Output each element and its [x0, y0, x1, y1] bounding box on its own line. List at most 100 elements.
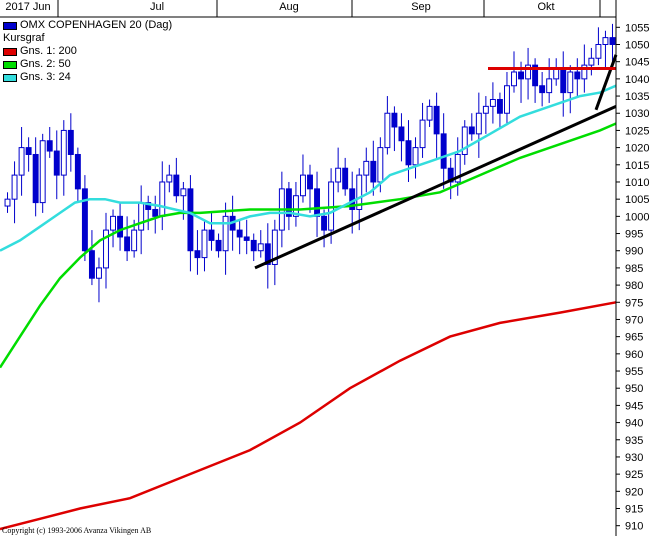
- price-axis-label: 985: [625, 263, 643, 275]
- time-axis-label: Sep: [411, 1, 431, 13]
- candle-body: [307, 174, 313, 190]
- candle-body: [433, 105, 440, 135]
- candle-body: [103, 229, 109, 269]
- candle: [405, 120, 412, 182]
- candle-body: [532, 64, 539, 87]
- legend-item: Kursgraf: [3, 32, 172, 45]
- candle-body: [609, 37, 616, 45]
- candle-body: [482, 105, 489, 114]
- candle-body: [539, 85, 546, 94]
- price-axis-label: 1025: [625, 125, 649, 137]
- candle: [496, 92, 503, 127]
- price-axis-label: 1030: [625, 108, 649, 120]
- legend-item: OMX COPENHAGEN 20 (Dag): [3, 19, 172, 32]
- candle: [588, 47, 595, 76]
- legend: OMX COPENHAGEN 20 (Dag) Kursgraf Gns. 1:…: [3, 19, 172, 84]
- candle-body: [67, 129, 74, 155]
- candle: [321, 209, 328, 248]
- candle: [595, 27, 602, 66]
- candle: [609, 23, 616, 66]
- legend-label: Kursgraf: [3, 32, 45, 44]
- legend-item: Gns. 3: 24: [3, 71, 172, 84]
- candle-body: [159, 181, 166, 217]
- candle-body: [560, 68, 567, 94]
- price-axis-label: 940: [625, 418, 643, 430]
- price-axis-label: 1055: [625, 22, 649, 34]
- trend-line: [254, 104, 617, 270]
- candle-body: [264, 243, 271, 265]
- candle: [475, 92, 482, 158]
- candle-body: [574, 71, 581, 80]
- candle: [67, 113, 74, 172]
- candle: [292, 181, 299, 227]
- price-axis-label: 1040: [625, 74, 649, 86]
- candle-body: [292, 195, 299, 217]
- candle: [166, 164, 173, 193]
- candle-body: [489, 98, 496, 107]
- legend-swatch: [3, 47, 17, 56]
- candle: [412, 137, 419, 179]
- candle-body: [405, 140, 412, 166]
- candle-body: [426, 105, 433, 121]
- candle: [363, 147, 370, 193]
- candle-body: [110, 215, 116, 231]
- candle: [264, 223, 271, 289]
- candle-body: [257, 243, 264, 252]
- candle-body: [145, 202, 152, 210]
- candle: [271, 219, 278, 286]
- candle: [440, 113, 447, 189]
- candle: [60, 120, 67, 196]
- candle: [11, 161, 18, 224]
- legend-label: OMX COPENHAGEN 20 (Dag): [20, 19, 173, 31]
- price-axis-label: 960: [625, 349, 643, 361]
- candle-body: [553, 68, 560, 80]
- price-axis-label: 925: [625, 469, 643, 481]
- candle: [370, 140, 377, 196]
- legend-swatch: [3, 21, 17, 30]
- candle: [384, 96, 391, 155]
- trend-line: [594, 54, 618, 111]
- candle: [88, 230, 95, 286]
- candle: [539, 71, 546, 107]
- candle-body: [96, 267, 102, 279]
- candle-body: [187, 188, 194, 252]
- candle-body: [468, 126, 475, 135]
- legend-label: Gns. 2: 50: [20, 58, 71, 70]
- price-axis-label: 910: [625, 521, 643, 533]
- candle-body: [370, 160, 377, 183]
- price-axis-label: 945: [625, 400, 643, 412]
- price-axis-label: 990: [625, 246, 643, 258]
- candle: [25, 137, 32, 172]
- candle-body: [138, 202, 145, 231]
- candle-body: [117, 215, 124, 238]
- candle: [525, 47, 532, 100]
- price-axis-label: 995: [625, 229, 643, 241]
- candle: [96, 257, 102, 303]
- candle: [110, 209, 116, 248]
- time-axis-label: Okt: [537, 1, 554, 13]
- price-axis-label: 1010: [625, 177, 649, 189]
- candle: [482, 96, 489, 134]
- price-axis-label: 935: [625, 435, 643, 447]
- moving-average-lines: [0, 84, 617, 531]
- candle: [257, 230, 264, 258]
- candle: [468, 113, 475, 141]
- candle-body: [152, 208, 159, 217]
- trend-lines: [254, 54, 618, 270]
- candle-body: [74, 153, 81, 190]
- candle-body: [363, 160, 370, 176]
- candle: [74, 147, 81, 203]
- candle-body: [271, 229, 278, 265]
- candle-body: [215, 239, 222, 252]
- candle: [159, 161, 166, 231]
- candle-body: [419, 119, 426, 149]
- candle: [602, 30, 609, 69]
- candle: [250, 233, 257, 262]
- candle: [567, 65, 574, 114]
- candle: [18, 126, 25, 196]
- candle: [201, 219, 208, 272]
- candle-body: [384, 112, 391, 149]
- candle-body: [398, 126, 405, 142]
- moving-average-line: [0, 122, 617, 369]
